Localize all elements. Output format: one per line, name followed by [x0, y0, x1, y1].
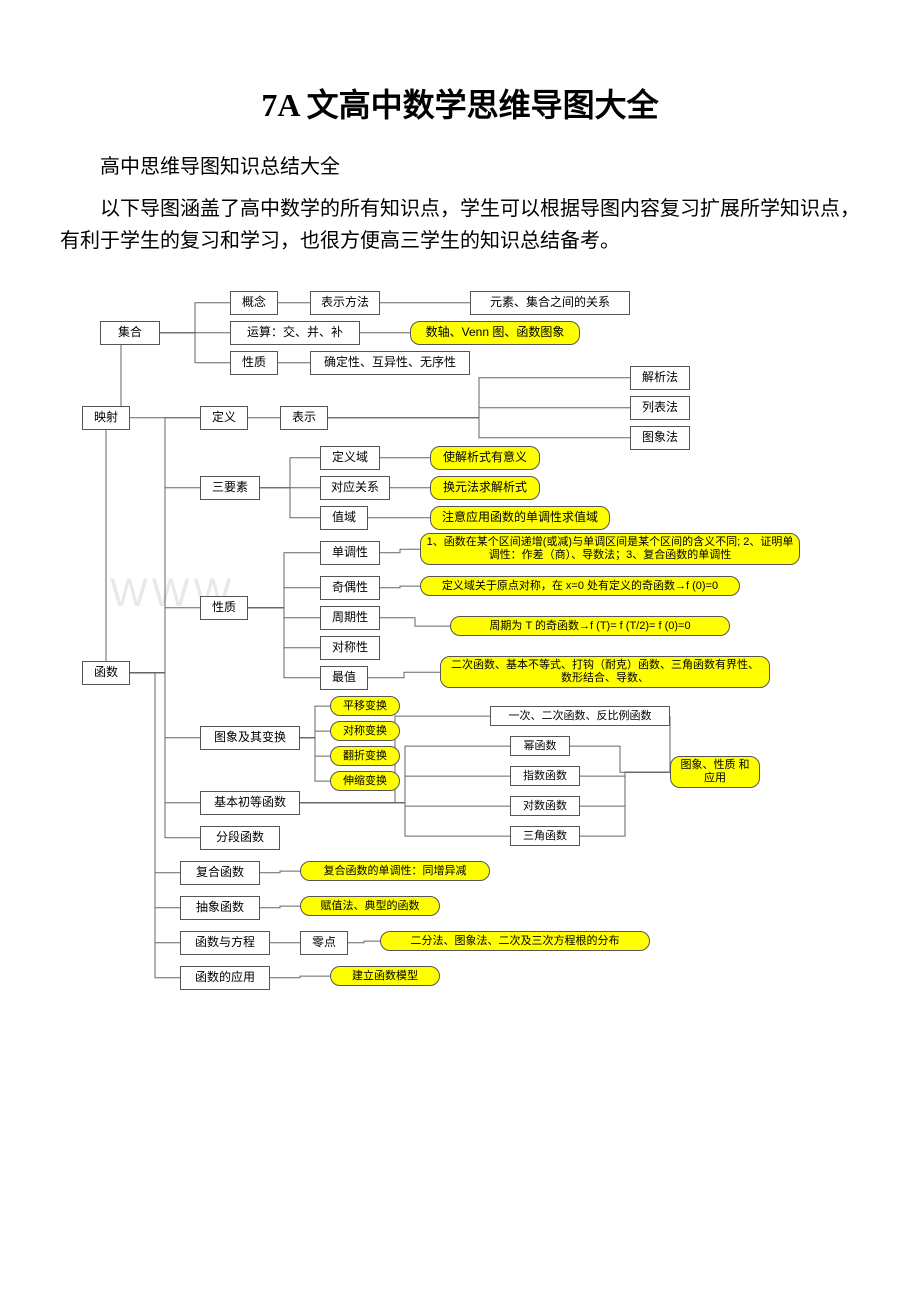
node-zhishu: 指数函数: [510, 766, 580, 786]
node-fenduan: 分段函数: [200, 826, 280, 850]
node-fanzhe: 翻折变换: [330, 746, 400, 766]
node-fuhe: 复合函数: [180, 861, 260, 885]
node-jianli: 建立函数模型: [330, 966, 440, 986]
node-zuizhi: 最值: [320, 666, 368, 690]
node-dingyi: 定义: [200, 406, 248, 430]
node-note4: 二次函数、基本不等式、打钩（耐克）函数、三角函数有界性、数形结合、导数、: [440, 656, 770, 688]
node-erfen: 二分法、图象法、二次及三次方程根的分布: [380, 931, 650, 951]
intro-paragraph: 以下导图涵盖了高中数学的所有知识点，学生可以根据导图内容复习扩展所学知识点，有利…: [60, 193, 860, 257]
node-zhuyi: 注意应用函数的单调性求值域: [430, 506, 610, 530]
node-jihe: 集合: [100, 321, 160, 345]
mindmap-diagram: WWW 集合概念表示方法元素、集合之间的关系运算：交、并、补数轴、Venn 图、…: [70, 281, 850, 1021]
node-liebiaofa: 列表法: [630, 396, 690, 420]
node-pingyi: 平移变换: [330, 696, 400, 716]
node-shensuo: 伸缩变换: [330, 771, 400, 791]
node-xingzhi2: 性质: [200, 596, 248, 620]
node-tuxiangfa: 图象法: [630, 426, 690, 450]
node-mi: 幂函数: [510, 736, 570, 756]
node-yunsuan: 运算：交、并、补: [230, 321, 360, 345]
node-xingzhi1: 性质: [230, 351, 278, 375]
node-zhouqi: 周期性: [320, 606, 380, 630]
node-biaoshi1: 表示方法: [310, 291, 380, 315]
node-queding: 确定性、互异性、无序性: [310, 351, 470, 375]
node-fuzhi: 赋值法、典型的函数: [300, 896, 440, 916]
node-txxz: 图象、性质 和应用: [670, 756, 760, 788]
page-title: 7A 文高中数学思维导图大全: [60, 80, 860, 126]
node-yuansu: 元素、集合之间的关系: [470, 291, 630, 315]
node-duichen: 对称性: [320, 636, 380, 660]
node-shijie: 使解析式有意义: [430, 446, 540, 470]
node-chouxiang: 抽象函数: [180, 896, 260, 920]
node-note3: 周期为 T 的奇函数→f (T)= f (T/2)= f (0)=0: [450, 616, 730, 636]
node-huanyuan: 换元法求解析式: [430, 476, 540, 500]
node-yici: 一次、二次函数、反比例函数: [490, 706, 670, 726]
node-jiexifa: 解析法: [630, 366, 690, 390]
node-biaoshi2: 表示: [280, 406, 328, 430]
node-lingdian: 零点: [300, 931, 348, 955]
subtitle: 高中思维导图知识总结大全: [60, 150, 860, 179]
node-gainian: 概念: [230, 291, 278, 315]
node-jiou: 奇偶性: [320, 576, 380, 600]
node-dingyiyu: 定义域: [320, 446, 380, 470]
node-duichenb: 对称变换: [330, 721, 400, 741]
node-note1: 1、函数在某个区间递增(或减)与单调区间是某个区间的含义不同; 2、证明单调性：…: [420, 533, 800, 565]
node-duishu: 对数函数: [510, 796, 580, 816]
node-shuzhou: 数轴、Venn 图、函数图象: [410, 321, 580, 345]
node-zhiyu: 值域: [320, 506, 368, 530]
node-hanshu: 函数: [82, 661, 130, 685]
node-dandiao: 单调性: [320, 541, 380, 565]
node-hanyfc: 函数与方程: [180, 931, 270, 955]
node-jbcd: 基本初等函数: [200, 791, 300, 815]
node-yingshe: 映射: [82, 406, 130, 430]
node-tuxiang: 图象及其变换: [200, 726, 300, 750]
node-sanjiao: 三角函数: [510, 826, 580, 846]
node-fuhenote: 复合函数的单调性：同增异减: [300, 861, 490, 881]
node-sanyaosu: 三要素: [200, 476, 260, 500]
node-hanyyy: 函数的应用: [180, 966, 270, 990]
node-duiying: 对应关系: [320, 476, 390, 500]
node-note2: 定义域关于原点对称，在 x=0 处有定义的奇函数→f (0)=0: [420, 576, 740, 596]
